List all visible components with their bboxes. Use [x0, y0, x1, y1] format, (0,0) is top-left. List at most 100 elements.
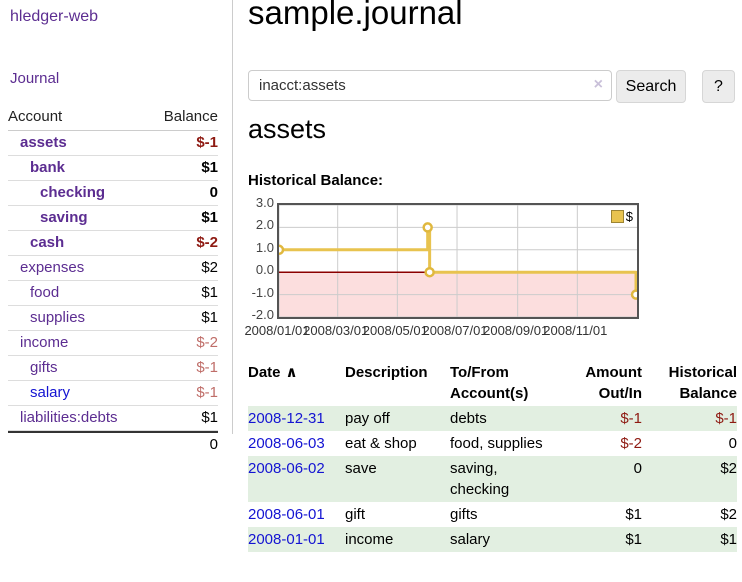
x-axis-tick-label: 2008/03/01: [303, 323, 369, 338]
transaction-amount: $-1: [620, 410, 642, 427]
account-link[interactable]: cash: [30, 234, 65, 251]
account-link[interactable]: bank: [30, 159, 66, 176]
account-row: expenses $2: [8, 256, 218, 281]
account-balance: $1: [201, 209, 218, 226]
transaction-row[interactable]: 2008-06-02 save saving, checking 0 $2: [248, 456, 737, 502]
transaction-balance: 0: [728, 435, 737, 452]
transaction-description: gift: [345, 506, 366, 523]
transaction-amount: $-2: [620, 435, 642, 452]
account-balance: $1: [201, 309, 218, 326]
account-row: saving $1: [8, 206, 218, 231]
transaction-description: pay off: [345, 410, 390, 427]
x-axis-tick-label: 2008/01/01: [244, 323, 310, 338]
account-link[interactable]: expenses: [20, 259, 85, 276]
brand-link[interactable]: hledger-web: [10, 8, 99, 25]
search-box: ×: [248, 70, 612, 101]
accounts-table: Account Balance assets $-1 bank $1 checking 0…: [8, 104, 218, 457]
transaction-row[interactable]: 2008-06-01 gift gifts $1 $2: [248, 502, 737, 527]
transaction-date-link[interactable]: 2008-01-01: [248, 531, 325, 548]
account-row: assets $-1: [8, 131, 218, 156]
account-link[interactable]: salary: [30, 384, 71, 401]
account-link[interactable]: assets: [20, 134, 67, 151]
account-link[interactable]: food: [30, 284, 60, 301]
account-row: liabilities:debts $1: [8, 406, 218, 431]
account-balance: $1: [201, 284, 218, 301]
search-button[interactable]: Search: [616, 70, 686, 103]
chart-plot-area[interactable]: $: [277, 203, 639, 319]
transaction-row[interactable]: 2008-06-03 eat & shop food, supplies $-2 0: [248, 431, 737, 456]
transaction-accounts: debts: [450, 410, 487, 427]
chart-canvas: [279, 205, 637, 317]
transaction-date-link[interactable]: 2008-06-02: [248, 460, 325, 477]
column-header-balance: Historical Balance: [668, 364, 737, 402]
sidebar-item-journal[interactable]: Journal: [10, 70, 60, 87]
transaction-amount: $1: [625, 531, 642, 548]
account-row: salary $-1: [8, 381, 218, 406]
account-balance: $-1: [196, 384, 218, 401]
y-axis-tick-label: 1.0: [255, 239, 274, 255]
sidebar: hledger-web Journal Account Balance asse…: [0, 0, 233, 453]
transaction-balance: $-1: [715, 410, 737, 427]
account-row: food $1: [8, 281, 218, 306]
page-title: sample.journal: [248, 0, 463, 31]
account-row: income $-2: [8, 331, 218, 356]
transaction-amount: 0: [633, 460, 642, 477]
transaction-accounts: gifts: [450, 506, 478, 523]
x-axis-tick-label: 2008/09/01: [483, 323, 549, 338]
search-input[interactable]: [248, 70, 612, 101]
account-balance: $-1: [196, 359, 218, 376]
column-header-description: Description: [345, 364, 428, 381]
y-axis-tick-label: 2.0: [255, 217, 274, 233]
sort-ascending-icon: ∧: [285, 364, 298, 381]
account-balance: $1: [201, 409, 218, 426]
transaction-accounts: saving, checking: [450, 460, 510, 498]
accounts-table-header: Account Balance: [8, 104, 218, 131]
account-column-header: Account: [8, 108, 63, 125]
account-link[interactable]: checking: [40, 184, 106, 201]
account-balance: $2: [201, 259, 218, 276]
account-balance: 0: [209, 184, 218, 201]
transaction-balance: $2: [720, 460, 737, 477]
chart-heading: Historical Balance:: [248, 172, 384, 189]
account-link[interactable]: gifts: [30, 359, 58, 376]
y-axis-tick-label: -2.0: [251, 307, 274, 322]
transaction-row[interactable]: 2008-12-31 pay off debts $-1 $-1: [248, 406, 737, 431]
y-axis-tick-label: 0.0: [255, 262, 274, 278]
transaction-date-link[interactable]: 2008-12-31: [248, 410, 325, 427]
total-balance: 0: [209, 436, 218, 453]
column-header-date[interactable]: Date ∧: [248, 364, 298, 381]
accounts-total-row: 0: [8, 431, 218, 457]
transaction-description: income: [345, 531, 394, 548]
account-row: bank $1: [8, 156, 218, 181]
account-balance: $-2: [196, 234, 218, 251]
historical-balance-chart[interactable]: 3.0 2.0 1.0 0.0 -1.0 -2.0 $ 2008/01/01 2008/03…: [244, 195, 738, 347]
help-button[interactable]: ?: [702, 70, 735, 103]
account-heading: assets: [248, 114, 327, 144]
account-link[interactable]: saving: [40, 209, 88, 226]
column-header-accounts: To/From Account(s): [450, 364, 529, 402]
x-axis-tick-label: 2008/05/01: [362, 323, 428, 338]
transaction-row[interactable]: 2008-01-01 income salary $1 $1: [248, 527, 737, 552]
account-row: checking 0: [8, 181, 218, 206]
account-balance: $-2: [196, 334, 218, 351]
clear-search-icon[interactable]: ×: [593, 76, 603, 93]
account-balance: $-1: [196, 134, 218, 151]
transaction-balance: $1: [720, 531, 737, 548]
account-row: supplies $1: [8, 306, 218, 331]
chart-legend: $: [610, 209, 633, 224]
account-link[interactable]: supplies: [30, 309, 86, 326]
account-row: cash $-2: [8, 231, 218, 256]
transaction-date-link[interactable]: 2008-06-01: [248, 506, 325, 523]
legend-swatch-icon: [610, 210, 624, 223]
main-content: sample.journal × Search ? assets Histori…: [244, 0, 742, 582]
y-axis-tick-label: 3.0: [255, 195, 274, 210]
column-header-amount: Amount Out/In: [585, 364, 642, 402]
x-axis-tick-label: 2008/07/01: [422, 323, 488, 338]
transactions-table: Date ∧ Description To/From Account(s) Amount…: [248, 360, 737, 552]
account-link[interactable]: income: [20, 334, 69, 351]
account-link[interactable]: liabilities:debts: [20, 409, 118, 426]
transaction-date-link[interactable]: 2008-06-03: [248, 435, 325, 452]
account-row: gifts $-1: [8, 356, 218, 381]
transaction-amount: $1: [625, 506, 642, 523]
